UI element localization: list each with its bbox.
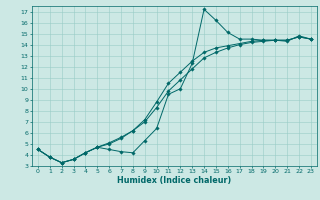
X-axis label: Humidex (Indice chaleur): Humidex (Indice chaleur) — [117, 176, 232, 185]
